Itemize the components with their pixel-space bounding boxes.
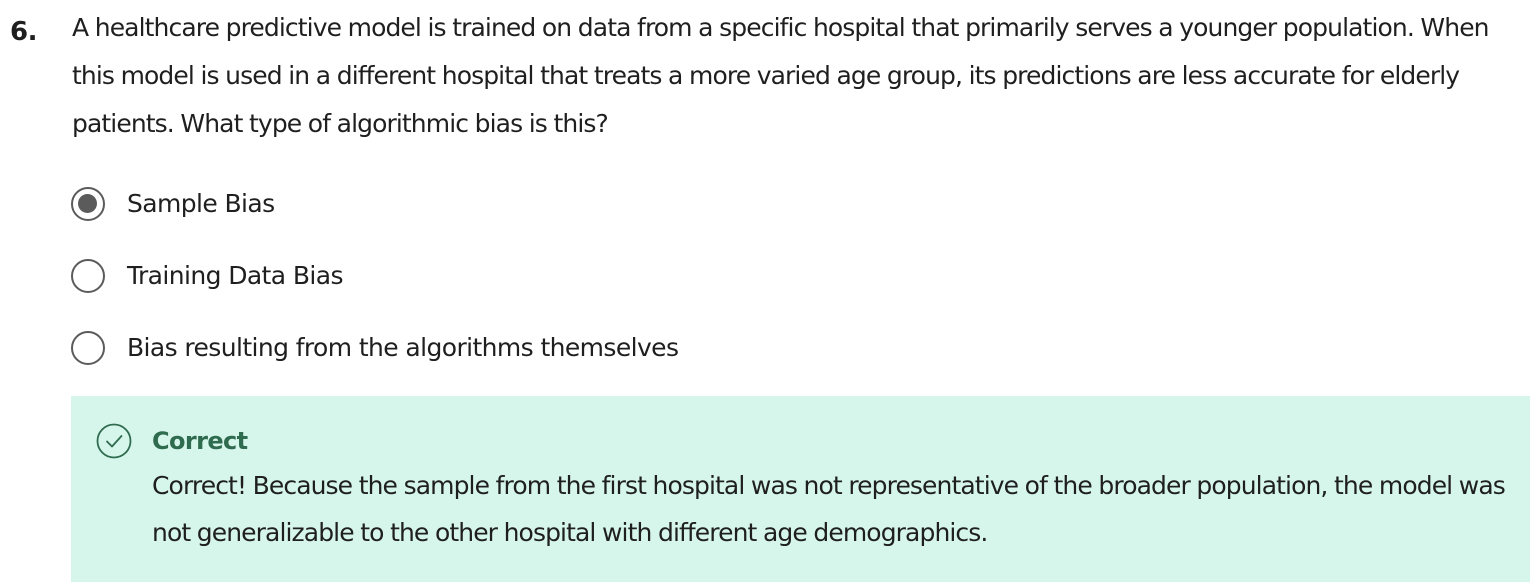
option-training-data-bias[interactable]: Training Data Bias: [68, 249, 968, 303]
option-label: Sample Bias: [127, 189, 275, 218]
check-circle-icon: [96, 423, 132, 459]
question-number: 6.: [10, 17, 37, 47]
feedback-status: Correct: [152, 427, 248, 455]
radio-button-selected[interactable]: [71, 187, 105, 221]
feedback-message: Correct! Because the sample from the fir…: [152, 471, 1506, 547]
question-text: A healthcare predictive model is trained…: [72, 13, 1490, 138]
answer-options: Sample Bias Training Data Bias Bias resu…: [68, 177, 968, 393]
radio-button[interactable]: [71, 331, 105, 365]
radio-button[interactable]: [71, 259, 105, 293]
feedback-panel: Correct Correct! Because the sample from…: [71, 396, 1530, 582]
option-sample-bias[interactable]: Sample Bias: [68, 177, 968, 231]
option-algorithm-bias[interactable]: Bias resulting from the algorithms thems…: [68, 321, 968, 375]
option-label: Bias resulting from the algorithms thems…: [127, 333, 679, 362]
option-label: Training Data Bias: [127, 261, 343, 290]
